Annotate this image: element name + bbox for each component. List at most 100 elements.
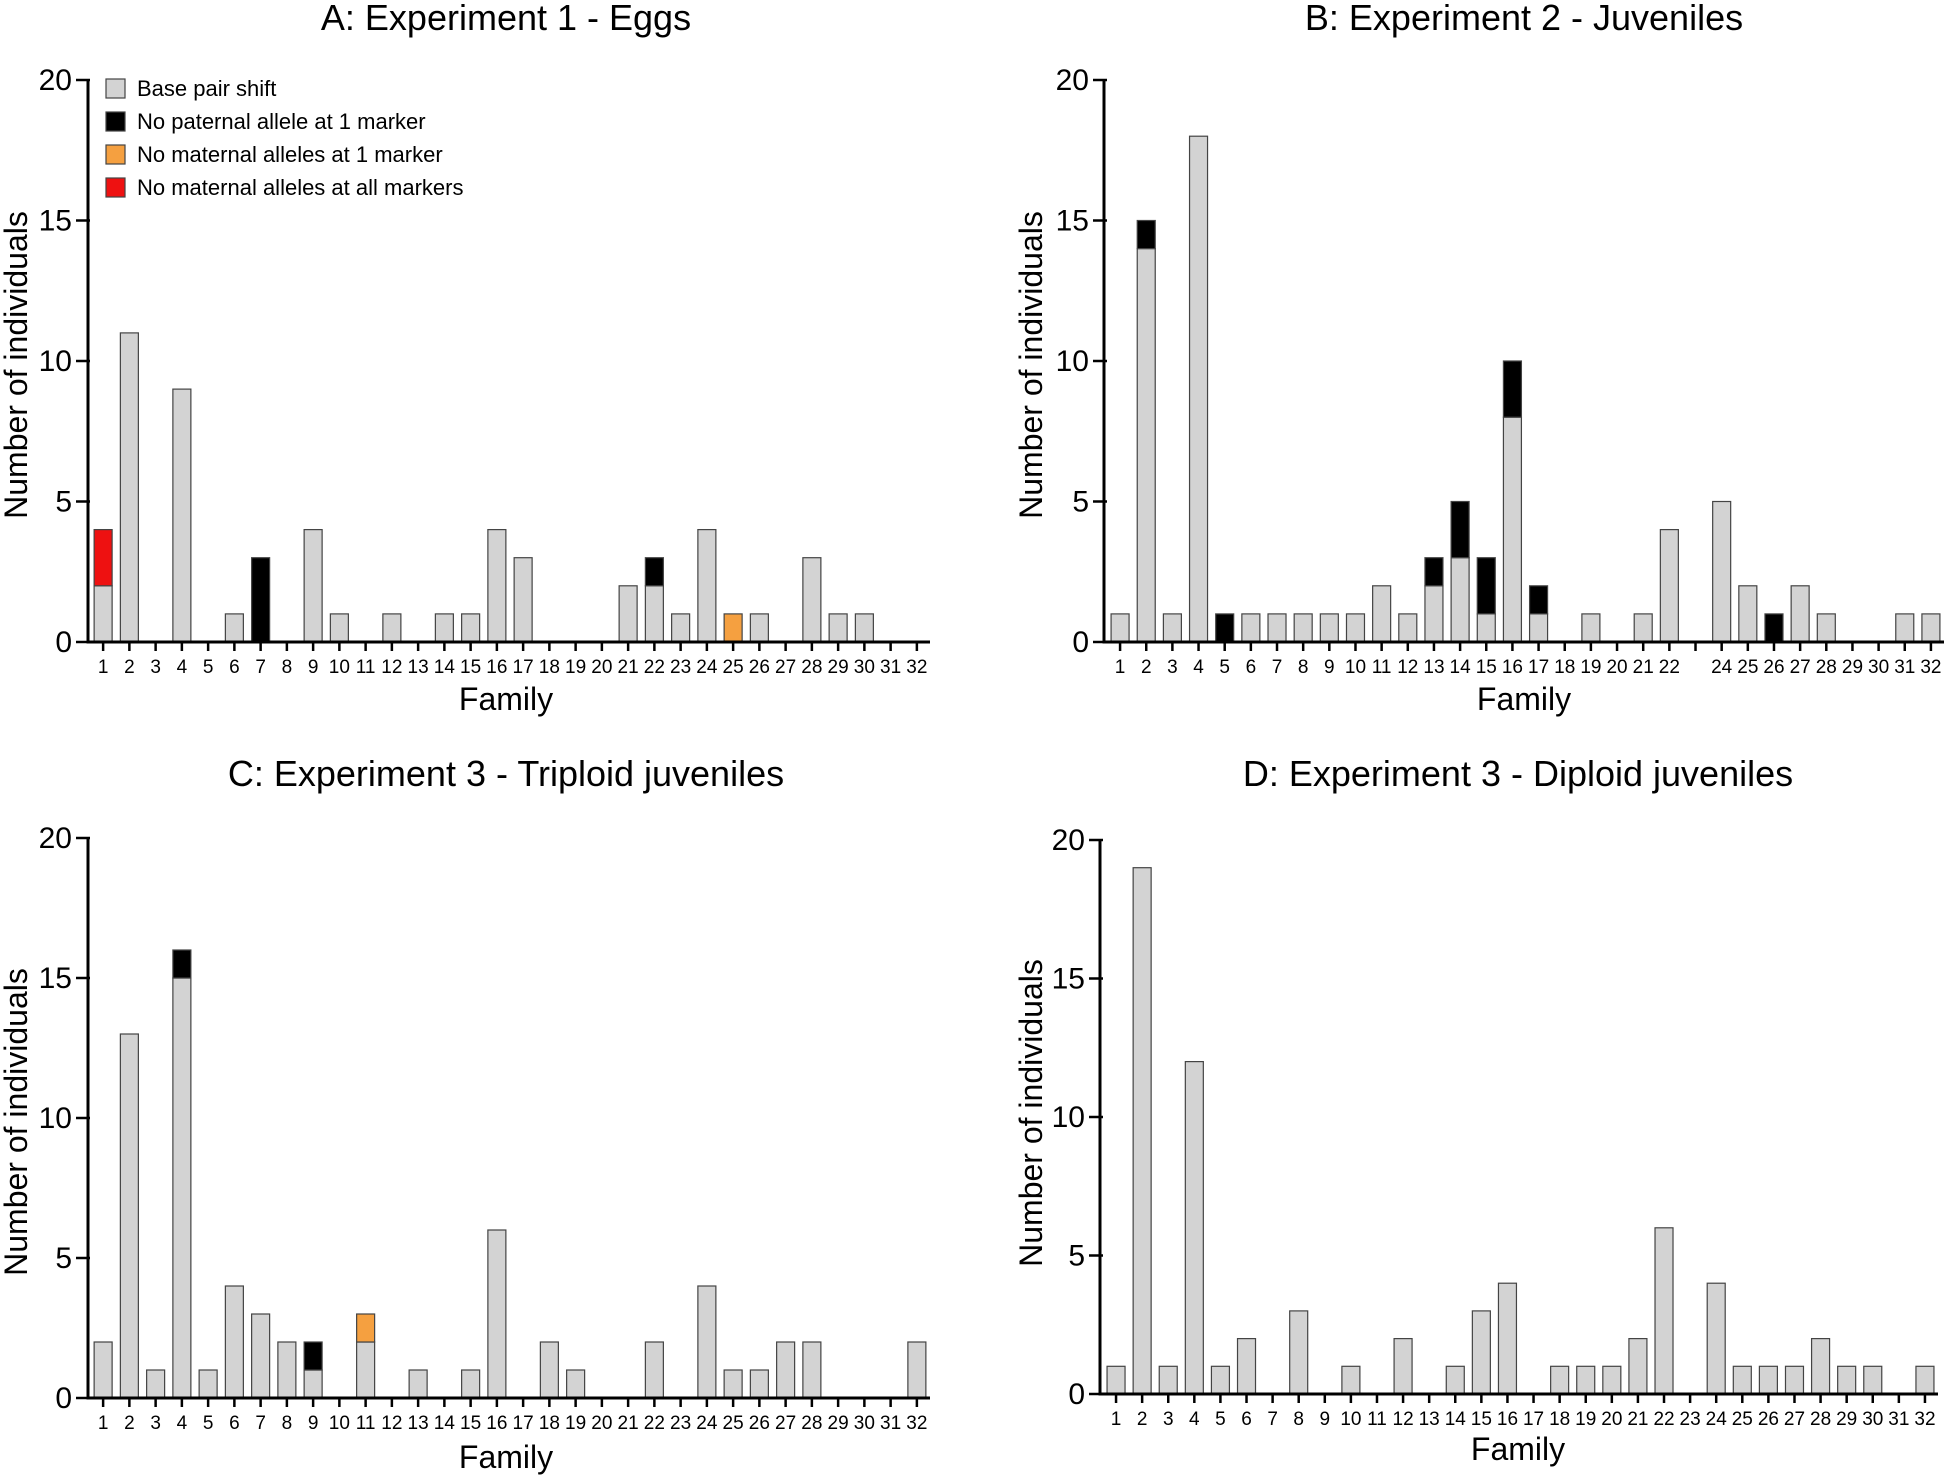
panel-b-xtick-label-30: 30 [1868, 657, 1889, 678]
panel-c-triploid-juveniles: C: Experiment 3 - Triploid juveniles Num… [0, 753, 930, 1475]
panel-b-bar-family-15-paternal [1476, 557, 1496, 615]
panel-c-xtick-label-4: 4 [177, 1413, 188, 1434]
panel-a-xtick-label-12: 12 [381, 657, 402, 678]
panel-c-xtick-label-18: 18 [539, 1413, 560, 1434]
panel-b-xtick-label-13: 13 [1423, 657, 1444, 678]
panel-c-bar-family-32-base [907, 1341, 927, 1399]
panel-a-y-axis-title: Number of individuals [0, 211, 34, 519]
panel-c-xtick-label-26: 26 [749, 1413, 770, 1434]
panel-d-ytick-label-15: 15 [1052, 963, 1085, 996]
panel-a-xtick-label-28: 28 [801, 657, 822, 678]
panel-c-bar-family-25-base [723, 1369, 743, 1399]
panel-b-ytick-label-20: 20 [1056, 64, 1089, 97]
panel-d-xtick-label-19: 19 [1575, 1409, 1596, 1430]
panel-a-bar-family-14-base [434, 613, 454, 643]
panel-d-xtick-label-22: 22 [1653, 1409, 1674, 1430]
panel-a-xtick-label-24: 24 [696, 657, 718, 678]
panel-a-bar-family-21-base [618, 585, 638, 643]
panel-c-bar-family-3-base [146, 1369, 166, 1399]
panel-a-bar-family-15-base [461, 613, 481, 643]
panel-b-xtick-label-4: 4 [1193, 657, 1204, 678]
panel-a-ytick-label-5: 5 [55, 486, 72, 519]
panel-d-xtick-label-24: 24 [1706, 1409, 1728, 1430]
panel-d-bar-family-10-base [1341, 1365, 1361, 1395]
panel-d-bar-family-20-base [1602, 1365, 1622, 1395]
panel-c-bar-family-7-base [251, 1313, 271, 1399]
panel-b-xtick-label-15: 15 [1476, 657, 1497, 678]
panel-c-xtick-label-5: 5 [203, 1413, 214, 1434]
panel-c-bar-family-19-base [566, 1369, 586, 1399]
legend-item-maternal-all: No maternal alleles at all markers [105, 175, 463, 200]
panel-a-bar-family-28-base [802, 557, 822, 643]
legend-swatch-maternal-all [105, 177, 126, 198]
panel-b-bar-family-19-base [1581, 613, 1601, 643]
panel-b-bar-family-13-base [1424, 585, 1444, 643]
panel-a-bar-family-10-base [329, 613, 349, 643]
panel-c-bar-family-4-base [172, 977, 192, 1399]
legend-item-paternal: No paternal allele at 1 marker [105, 109, 426, 134]
panel-b-xtick-label-10: 10 [1345, 657, 1366, 678]
panel-d-bar-family-25-base [1732, 1365, 1752, 1395]
panel-b-bar-family-24-base [1712, 500, 1732, 643]
panel-d-xtick-label-1: 1 [1111, 1409, 1122, 1430]
panel-a-bar-family-22-paternal [644, 557, 664, 587]
panel-b-bar-family-1-base [1110, 613, 1130, 643]
panel-d-diploid-juveniles: D: Experiment 3 - Diploid juveniles Numb… [1013, 753, 1938, 1467]
panel-c-xtick-label-7: 7 [255, 1413, 266, 1434]
panel-b-bar-family-14-base [1450, 557, 1470, 643]
panel-d-xtick-label-3: 3 [1163, 1409, 1174, 1430]
panel-a-xtick-label-27: 27 [775, 657, 796, 678]
panel-c-xtick-label-16: 16 [486, 1413, 507, 1434]
panel-a-ytick-label-20: 20 [39, 64, 72, 97]
panel-d-ytick-label-0: 0 [1068, 1378, 1085, 1411]
legend-swatch-paternal [105, 111, 126, 132]
panel-a-xtick-label-26: 26 [749, 657, 770, 678]
panel-b-bar-family-26-paternal [1764, 613, 1784, 643]
panel-a-xtick-label-30: 30 [854, 657, 875, 678]
panel-d-xtick-label-10: 10 [1340, 1409, 1361, 1430]
panel-d-xtick-label-26: 26 [1758, 1409, 1779, 1430]
panel-d-xtick-label-15: 15 [1471, 1409, 1492, 1430]
panel-a-ytick-label-15: 15 [39, 205, 72, 238]
legend-swatch-base [105, 78, 126, 99]
panel-b-title: B: Experiment 2 - Juveniles [1305, 0, 1743, 38]
panel-a-bar-family-26-base [749, 613, 769, 643]
panel-d-bar-family-22-base [1654, 1227, 1674, 1395]
panel-a-xtick-label-4: 4 [177, 657, 188, 678]
panel-a-xtick-label-11: 11 [356, 657, 376, 678]
panel-b-xtick-label-32: 32 [1920, 657, 1941, 678]
panel-d-bar-family-19-base [1576, 1365, 1596, 1395]
panel-a-bar-family-24-base [697, 528, 717, 643]
panel-d-xtick-label-18: 18 [1549, 1409, 1570, 1430]
panel-c-ytick-label-10: 10 [39, 1102, 72, 1135]
panel-a-eggs: A: Experiment 1 - Eggs Number of individ… [0, 0, 930, 717]
panel-b-bar-family-22-base [1659, 528, 1679, 643]
panel-d-bar-family-24-base [1706, 1282, 1726, 1395]
panel-b-xtick-label-12: 12 [1397, 657, 1418, 678]
panel-a-bar-family-2-base [119, 332, 139, 643]
panel-c-xtick-label-2: 2 [124, 1413, 135, 1434]
panel-c-xtick-label-22: 22 [644, 1413, 665, 1434]
panel-b-bar-family-4-base [1188, 135, 1209, 643]
panel-c-x-axis-title: Family [459, 1439, 553, 1475]
panel-b-bar-family-9-base [1319, 613, 1339, 643]
panel-c-xtick-label-12: 12 [381, 1413, 402, 1434]
panel-c-xtick-label-31: 31 [880, 1413, 901, 1434]
panel-d-xtick-label-8: 8 [1293, 1409, 1304, 1430]
panel-c-bar-family-18-base [539, 1341, 559, 1399]
panel-b-xtick-label-8: 8 [1298, 657, 1309, 678]
panel-a-bar-family-16-base [487, 528, 507, 643]
panel-b-bar-family-8-base [1293, 613, 1313, 643]
panel-c-xtick-label-28: 28 [801, 1413, 822, 1434]
panel-d-xtick-label-23: 23 [1680, 1409, 1701, 1430]
panel-c-ytick-label-5: 5 [55, 1242, 72, 1275]
panel-a-xtick-label-25: 25 [723, 657, 744, 678]
panel-b-bar-family-27-base [1790, 585, 1810, 643]
panel-c-bar-family-11-base [356, 1341, 376, 1399]
panel-a-xtick-label-21: 21 [618, 657, 639, 678]
panel-d-xtick-label-16: 16 [1497, 1409, 1518, 1430]
panel-d-xtick-label-25: 25 [1732, 1409, 1753, 1430]
panel-c-bar-family-13-base [408, 1369, 428, 1399]
panel-b-xtick-label-17: 17 [1528, 657, 1549, 678]
